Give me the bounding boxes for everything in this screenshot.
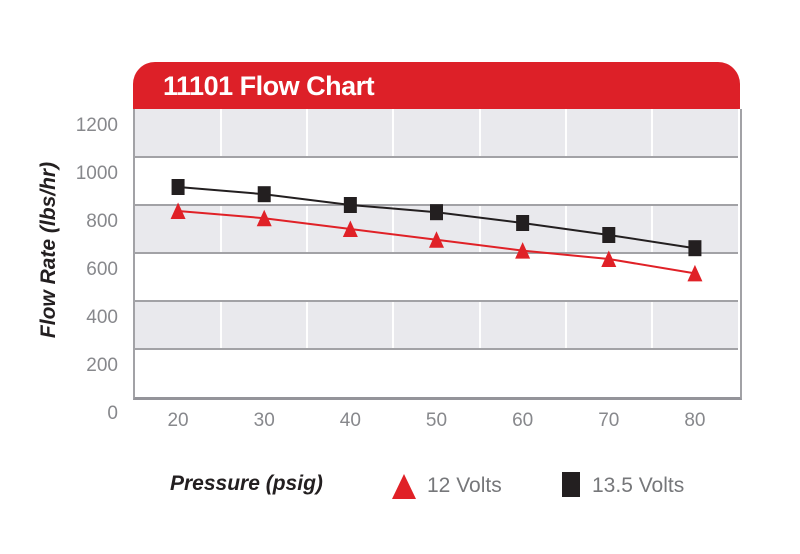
y-axis-tick-label: 800 <box>86 211 118 232</box>
plot-grid <box>135 109 738 397</box>
square-marker-icon <box>257 186 271 203</box>
square-marker-icon <box>171 179 185 195</box>
square-marker-icon <box>688 240 702 257</box>
x-axis-tick-label: 40 <box>339 410 361 431</box>
y-axis-title: Flow Rate (lbs/hr) <box>37 161 60 339</box>
triangle-marker-icon <box>601 250 617 267</box>
y-axis-tick-label: 1000 <box>75 163 118 184</box>
band-row <box>135 109 738 157</box>
plot-area <box>133 109 742 400</box>
triangle-marker-icon <box>256 209 272 227</box>
y-axis-tick-label: 600 <box>86 259 118 280</box>
square-marker-icon <box>430 204 443 221</box>
x-axis-tick-label: 80 <box>684 410 706 431</box>
series-layer <box>170 179 703 282</box>
chart-title: 11101 Flow Chart <box>163 71 375 101</box>
y-axis-tick-label: 400 <box>86 307 118 328</box>
band-row <box>135 349 738 397</box>
triangle-marker-icon <box>342 220 358 237</box>
triangle-marker-icon <box>515 242 531 259</box>
legend-square-icon <box>562 472 580 497</box>
legend-label-13-5-volts: 13.5 Volts <box>592 474 685 497</box>
square-marker-icon <box>343 197 357 213</box>
x-axis-tick-label: 30 <box>253 410 275 431</box>
chart-header: 11101 Flow Chart <box>133 62 740 109</box>
triangle-marker-icon <box>429 231 444 248</box>
legend-label-12-volts: 12 Volts <box>427 474 502 497</box>
y-axis-tick-label: 200 <box>86 355 118 376</box>
y-axis-tick-label: 1200 <box>75 115 118 136</box>
x-axis-tick-label: 50 <box>425 410 448 431</box>
h-gridline <box>135 348 738 350</box>
band-row <box>135 301 738 349</box>
band-row <box>135 157 738 205</box>
x-axis-tick-label: 70 <box>598 410 620 431</box>
x-axis-title: Pressure (psig) <box>170 472 323 495</box>
x-axis-tick-label: 20 <box>167 410 189 431</box>
square-marker-icon <box>602 227 616 243</box>
square-marker-icon <box>516 215 530 231</box>
band-row <box>135 253 738 301</box>
h-gridline <box>135 252 738 254</box>
h-gridline <box>135 156 738 158</box>
triangle-marker-icon <box>687 264 703 282</box>
triangle-marker-icon <box>170 202 186 219</box>
legend-triangle-icon <box>392 474 416 499</box>
y-axis-tick-label: 0 <box>107 403 118 424</box>
h-gridline <box>135 300 738 302</box>
x-axis-tick-label: 60 <box>512 410 534 431</box>
